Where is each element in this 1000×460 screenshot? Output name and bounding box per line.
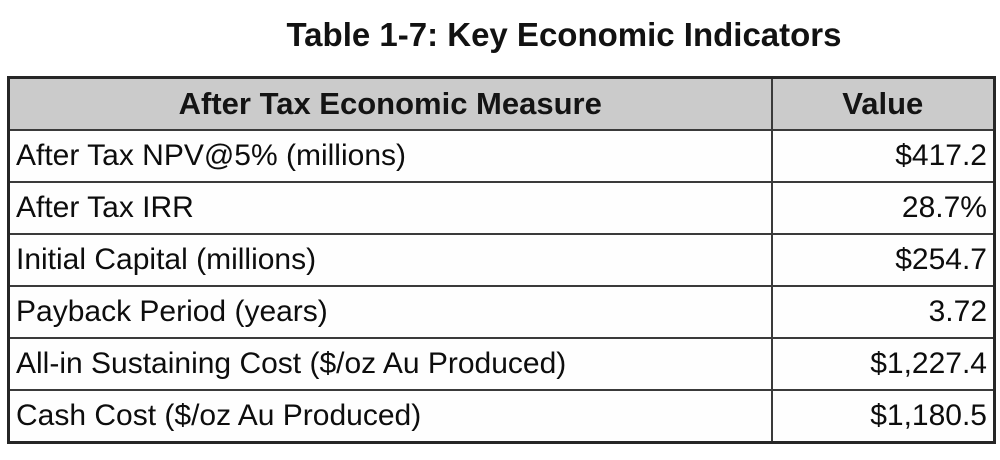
table-row: Cash Cost ($/oz Au Produced) $1,180.5: [7, 389, 996, 444]
value-cell: $1,180.5: [770, 389, 996, 444]
header-row: After Tax Economic Measure Value: [7, 76, 996, 131]
value-cell: $254.7: [770, 233, 996, 287]
table-row: After Tax NPV@5% (millions) $417.2: [7, 129, 996, 183]
measure-cell: After Tax NPV@5% (millions): [7, 129, 773, 183]
measure-cell: All-in Sustaining Cost ($/oz Au Produced…: [7, 337, 773, 391]
table-row: Payback Period (years) 3.72: [7, 285, 996, 339]
economic-indicators-table: After Tax Economic Measure Value After T…: [7, 76, 996, 444]
value-cell: 3.72: [770, 285, 996, 339]
measure-cell: Initial Capital (millions): [7, 233, 773, 287]
value-cell: $417.2: [770, 129, 996, 183]
column-header-measure: After Tax Economic Measure: [7, 76, 773, 131]
table-row: After Tax IRR 28.7%: [7, 181, 996, 235]
measure-cell: Payback Period (years): [7, 285, 773, 339]
measure-cell: Cash Cost ($/oz Au Produced): [7, 389, 773, 444]
value-cell: $1,227.4: [770, 337, 996, 391]
table-row: All-in Sustaining Cost ($/oz Au Produced…: [7, 337, 996, 391]
measure-cell: After Tax IRR: [7, 181, 773, 235]
column-header-value: Value: [770, 76, 996, 131]
table-row: Initial Capital (millions) $254.7: [7, 233, 996, 287]
table-title: Table 1-7: Key Economic Indicators: [286, 16, 842, 53]
value-cell: 28.7%: [770, 181, 996, 235]
